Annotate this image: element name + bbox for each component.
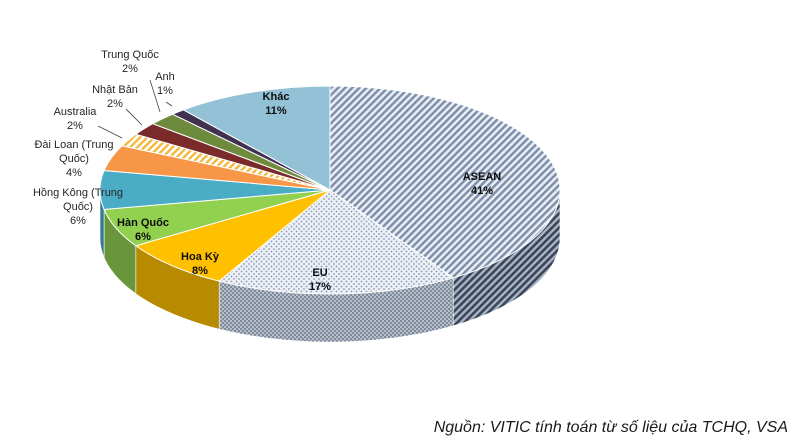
leader-line-anh: [165, 101, 173, 107]
slice-label-eu: EU 17%: [309, 267, 331, 293]
leader-line-trung-quoc: [149, 79, 161, 113]
source-note: Nguồn: VITIC tính toán từ số liệu của TC…: [433, 419, 788, 436]
slice-label-dai-loan-trung-quoc: Đài Loan (Trung Quốc) 4%: [34, 139, 113, 179]
pie-slices: [99, 85, 561, 295]
leader-line-australia: [97, 125, 123, 139]
slice-label-han-quoc: Hàn Quốc 6%: [117, 217, 169, 243]
slice-hoa-ky: [134, 189, 331, 282]
slice-label-nhat-ban: Nhật Bản 2%: [92, 84, 138, 110]
slice-label-asean: ASEAN 41%: [463, 171, 502, 197]
slice-label-australia: Australia 2%: [54, 106, 98, 132]
slice-label-hoa-ky: Hoa Kỳ 8%: [181, 251, 220, 277]
pie-side-walls: [99, 189, 561, 343]
slice-label-trung-quoc: Trung Quốc 2%: [101, 49, 159, 75]
leader-line-nhat-ban: [125, 108, 143, 126]
slice-label-anh: Anh 1%: [155, 71, 175, 97]
slice-asean: [329, 85, 561, 279]
slice-khac: [182, 85, 331, 191]
slice-label-khac: Khác 11%: [263, 91, 290, 117]
slice-eu: [218, 189, 455, 295]
slice-label-hong-kong-trung-quoc: Hồng Kông (Trung Quốc) 6%: [33, 187, 123, 227]
slice-labels: ASEAN 41% EU 17% Hoa Kỳ 8% Hàn Quốc 6%Hồng Kông…: [33, 49, 501, 293]
